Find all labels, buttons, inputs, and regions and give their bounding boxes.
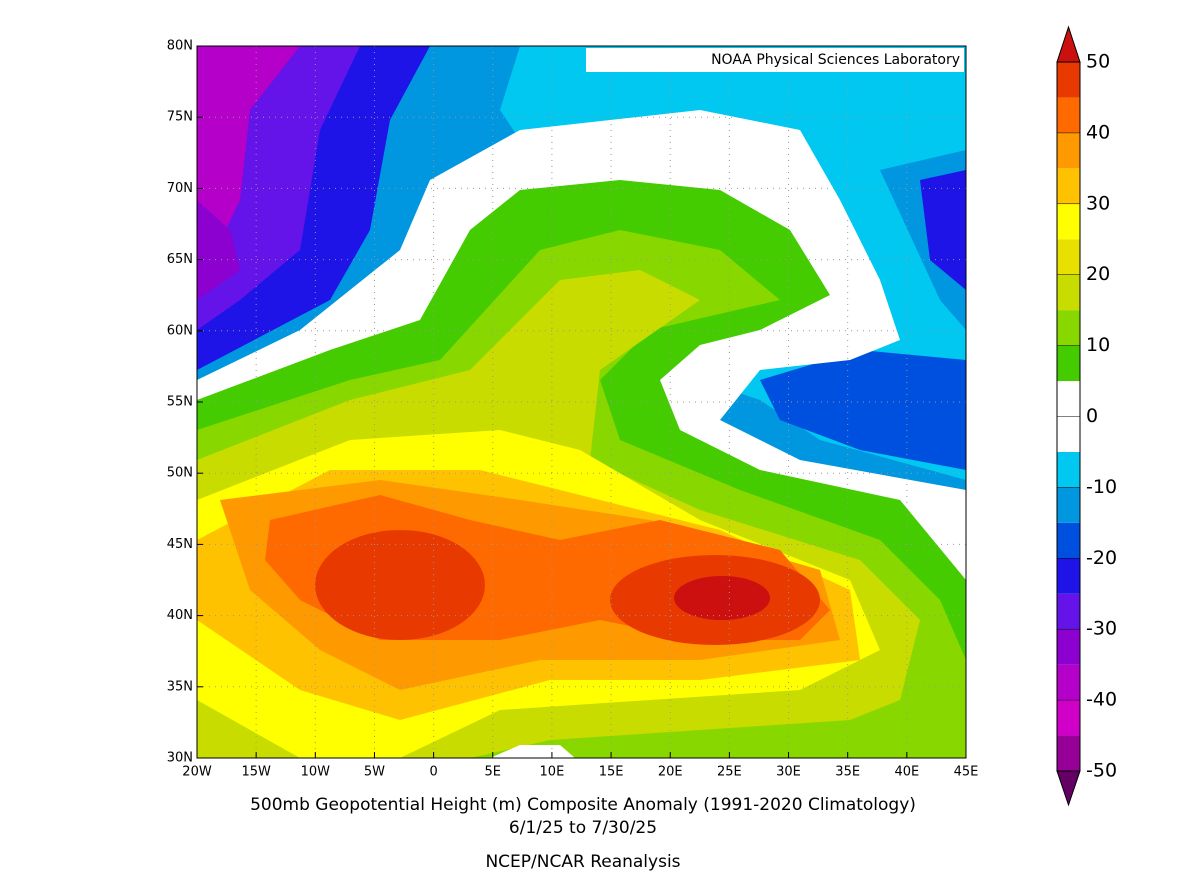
colorbar-band [1057,451,1080,488]
colorbar-band [1057,700,1080,736]
credit-box [586,48,964,72]
x-tick-label: 20W [182,765,212,780]
anomaly-field [197,46,966,758]
colorbar-band [1057,310,1080,346]
y-tick-label: 40N [167,608,193,623]
x-tick-label: 10E [540,765,565,780]
x-tick-label: 5E [485,765,502,780]
y-tick-label: 70N [167,181,193,196]
credit: NOAA Physical Sciences Laboratory [711,52,960,68]
colorbar-band [1057,97,1080,133]
colorbar-label: 10 [1086,334,1110,356]
colorbar-band [1057,274,1080,311]
source: NCEP/NCAR Reanalysis [485,852,680,872]
x-tick-label: 15W [241,765,271,780]
y-tick-label: 80N [167,39,193,54]
x-tick-label: 15E [599,765,624,780]
colorbar-band [1057,203,1080,240]
x-tick-label: 0 [429,765,437,780]
colorbar-label: -20 [1086,547,1117,569]
colorbar-band [1057,62,1080,98]
colorbar-arrow [1056,770,1081,807]
colorbar-label: 40 [1086,121,1110,143]
y-tick-label: 65N [167,252,193,267]
x-tick-label: 20E [658,765,683,780]
colorbar-label: 0 [1086,405,1098,427]
x-tick-label: 25E [717,765,742,780]
colorbar-label: 50 [1086,51,1110,73]
y-tick-label: 60N [167,323,193,338]
x-tick-label: 40E [894,765,919,780]
colorbar-label: -40 [1086,689,1117,711]
y-tick-label: 50N [167,466,193,481]
colorbar-band [1057,168,1080,204]
y-tick-label: 45N [167,537,193,552]
x-tick-label: 10W [301,765,331,780]
colorbar-band [1057,593,1080,630]
colorbar-label: -50 [1086,760,1117,782]
colorbar-band [1057,558,1080,594]
colorbar-band [1057,416,1080,452]
colorbar: -50 -40 -30 -20 -10 0 10 20 30 40 50 [1056,25,1117,807]
x-tick-label: 5W [364,765,385,780]
colorbar-label: -10 [1086,476,1117,498]
colorbar-band [1057,487,1080,523]
dates: 6/1/25 to 7/30/25 [509,818,657,838]
colorbar-arrow [1056,25,1081,63]
colorbar-band [1057,735,1080,771]
colorbar-band [1057,239,1080,275]
colorbar-band [1057,629,1080,665]
colorbar-band [1057,132,1080,169]
title: 500mb Geopotential Height (m) Composite … [250,795,916,815]
map-frame [196,45,967,759]
colorbar-band [1057,664,1080,701]
colorbar-label: -30 [1086,618,1117,640]
colorbar-band [1057,522,1080,559]
colorbar-label: 30 [1086,192,1110,214]
y-tick-label: 30N [167,751,193,766]
x-tick-label: 30E [776,765,801,780]
x-tick-label: 35E [835,765,860,780]
y-tick-label: 35N [167,679,193,694]
colorbar-label: 20 [1086,263,1110,285]
colorbar-band [1057,345,1080,382]
y-tick-label: 55N [167,395,193,410]
x-tick-label: 45E [954,765,979,780]
colorbar-band [1057,381,1080,417]
y-tick-label: 75N [167,110,193,125]
